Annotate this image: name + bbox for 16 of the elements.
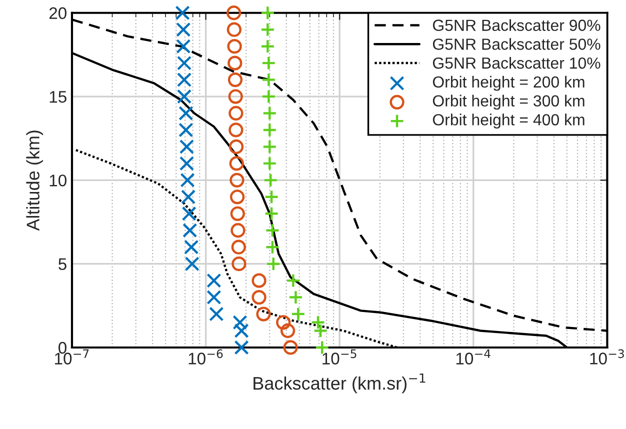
y-axis-title: Altitude (km) xyxy=(26,130,44,231)
legend-label: G5NR Backscatter 50% xyxy=(432,38,600,50)
y-tick-label: 10 xyxy=(50,174,66,186)
legend-label: Orbit height = 300 km xyxy=(432,94,584,110)
legend-label: Orbit height = 400 km xyxy=(432,114,584,129)
x-tick-label: 10$^{−3}$ xyxy=(590,349,624,364)
x-tick-label: 10$^{−4}$ xyxy=(456,349,490,364)
legend-label: G5NR Backscatter 10% xyxy=(432,57,600,69)
x-tick-label: 10$^{−6}$ xyxy=(188,349,223,364)
legend-label: G5NR Backscatter 90% xyxy=(432,19,600,31)
y-tick-label: 20 xyxy=(49,7,66,20)
y-tick-label: 15 xyxy=(50,91,66,103)
y-tick-label: 5 xyxy=(58,258,66,270)
legend-label: Orbit height = 200 km xyxy=(432,76,584,91)
x-axis-title: Backscatter (km.sr)$^{−1}$ xyxy=(254,373,426,394)
x-tick-label: 10$^{−5}$ xyxy=(322,349,356,364)
